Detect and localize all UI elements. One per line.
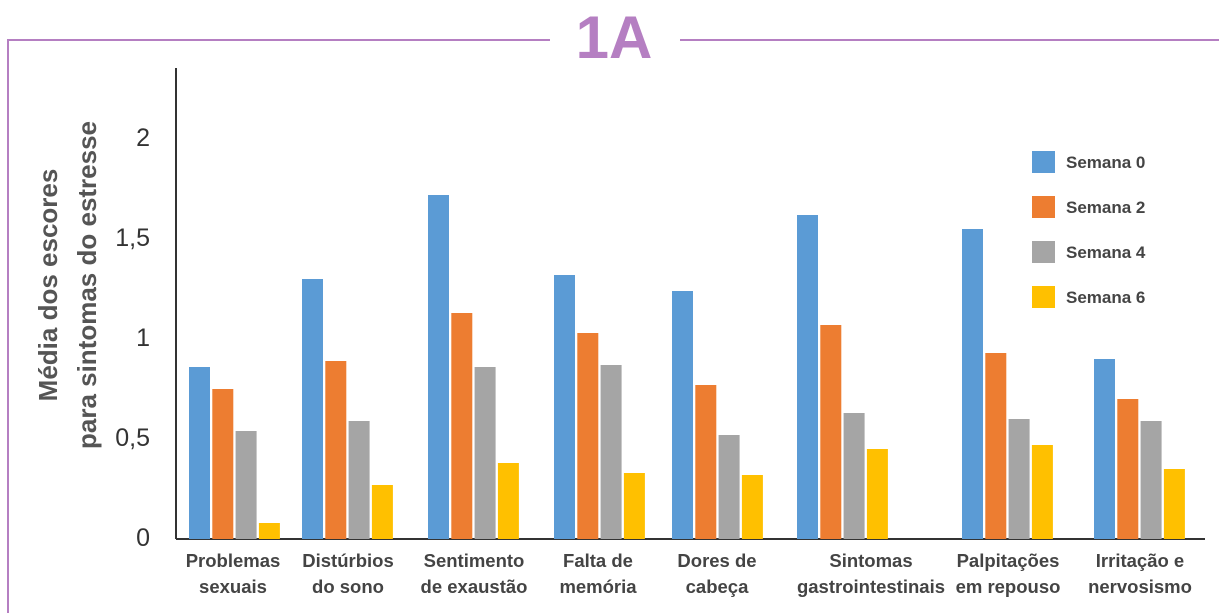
- category-label: gastrointestinais: [797, 576, 945, 597]
- y-tick-label: 1,5: [115, 224, 150, 252]
- frame-left: [7, 39, 550, 613]
- y-tick-label: 1: [136, 324, 150, 352]
- panel-frame: [7, 39, 1219, 613]
- bar-semana-4-6: [843, 413, 865, 539]
- category-label: Palpitações: [957, 550, 1060, 571]
- bars: [189, 195, 1185, 539]
- category-label: memória: [559, 576, 637, 597]
- bar-semana-2-5: [695, 385, 717, 539]
- bar-semana-6-1: [258, 523, 280, 539]
- legend-swatch: [1032, 151, 1055, 173]
- bar-semana-4-3: [474, 367, 496, 539]
- bar-semana-2-6: [820, 325, 842, 539]
- category-label: sexuais: [199, 576, 267, 597]
- bar-semana-6-2: [371, 485, 393, 539]
- category-label: Dores de: [677, 550, 756, 571]
- bar-semana-0-1: [189, 367, 210, 539]
- legend-label: Semana 4: [1066, 243, 1146, 262]
- legend-swatch: [1032, 196, 1055, 218]
- bar-semana-2-2: [325, 361, 347, 539]
- category-label: Irritação e: [1096, 550, 1184, 571]
- category-label: Sentimento: [424, 550, 525, 571]
- category-label: do sono: [312, 576, 384, 597]
- category-label: cabeça: [686, 576, 749, 597]
- category-label: Sintomas: [829, 550, 912, 571]
- legend-swatch: [1032, 286, 1055, 308]
- bar-semana-6-5: [741, 475, 763, 539]
- bar-semana-4-7: [1008, 419, 1030, 539]
- x-tick-labels: Problemas sexuais Distúrbios do sono Sentime…: [186, 550, 1192, 597]
- bar-semana-4-4: [600, 365, 622, 539]
- bar-semana-2-1: [212, 389, 234, 539]
- bar-semana-4-1: [235, 431, 257, 539]
- bar-semana-0-4: [554, 275, 575, 539]
- bar-semana-2-8: [1117, 399, 1139, 539]
- y-axis-title: Média dos escores para sintomas do estres…: [33, 121, 102, 449]
- y-axis-title-line-1: Média dos escores: [33, 169, 63, 402]
- legend-label: Semana 6: [1066, 288, 1145, 307]
- category-label: Distúrbios: [302, 550, 393, 571]
- bar-semana-0-5: [672, 291, 693, 539]
- bar-semana-2-3: [451, 313, 473, 539]
- category-label: Falta de: [563, 550, 633, 571]
- category-label: de exaustão: [421, 576, 528, 597]
- bar-semana-0-3: [428, 195, 449, 539]
- legend: Semana 0 Semana 2 Semana 4 Semana 6: [1032, 151, 1146, 308]
- legend-label: Semana 0: [1066, 153, 1145, 172]
- category-label: Problemas: [186, 550, 281, 571]
- legend-label: Semana 2: [1066, 198, 1145, 217]
- bar-semana-0-6: [797, 215, 818, 539]
- bar-semana-0-2: [302, 279, 323, 539]
- bar-semana-6-6: [866, 449, 888, 539]
- bar-semana-4-5: [718, 435, 740, 539]
- bar-semana-2-4: [577, 333, 599, 539]
- y-axis-title-line-2: para sintomas do estresse: [72, 121, 102, 449]
- bar-semana-6-7: [1031, 445, 1053, 539]
- bar-semana-6-4: [623, 473, 645, 539]
- y-tick-label: 2: [136, 124, 150, 152]
- bar-semana-4-8: [1140, 421, 1162, 539]
- bar-semana-0-7: [962, 229, 983, 539]
- bar-semana-4-2: [348, 421, 370, 539]
- y-tick-label: 0: [136, 524, 150, 552]
- bar-semana-6-8: [1163, 469, 1185, 539]
- category-label: em repouso: [956, 576, 1061, 597]
- category-label: nervosismo: [1088, 576, 1192, 597]
- y-tick-labels: 0 0,5 1 1,5 2: [115, 124, 150, 552]
- y-tick-label: 0,5: [115, 424, 150, 452]
- bar-semana-6-3: [497, 463, 519, 539]
- legend-swatch: [1032, 241, 1055, 263]
- panel-label: 1A: [576, 4, 653, 71]
- bar-semana-0-8: [1094, 359, 1115, 539]
- bar-semana-2-7: [985, 353, 1007, 539]
